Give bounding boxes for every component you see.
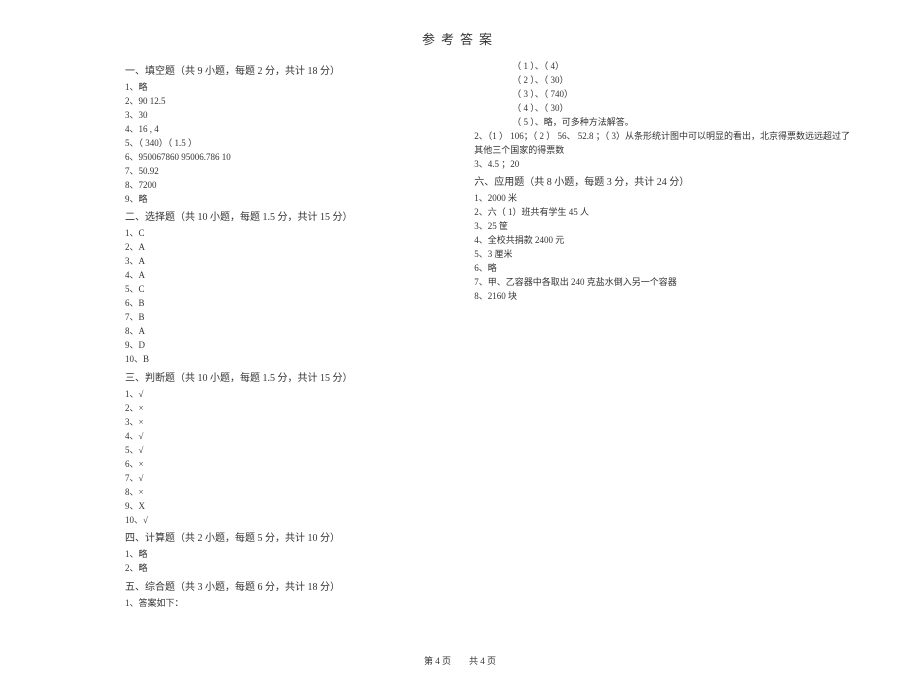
s5-item-2b: 其他三个国家的得票数 [474, 144, 850, 158]
left-column: 一、填空题（共 9 小题，每题 2 分，共计 18 分） 1、略 2、90 12… [125, 60, 434, 611]
s1-item: 3、30 [125, 109, 434, 123]
s6-item: 5、3 厘米 [474, 248, 850, 262]
s3-item: 6、× [125, 458, 434, 472]
s3-item: 2、× [125, 402, 434, 416]
s6-item: 7、甲、乙容器中各取出 240 克盐水倒入另一个容器 [474, 276, 850, 290]
s6-item: 2、六（ 1）班共有学生 45 人 [474, 206, 850, 220]
s6-item: 6、略 [474, 262, 850, 276]
s6-item: 3、25 筐 [474, 220, 850, 234]
s6-item: 8、2160 块 [474, 290, 850, 304]
s5-sub: （ 4 ）、（ 30） [512, 102, 850, 116]
s3-item: 4、√ [125, 430, 434, 444]
s1-item: 6、950067860 95006.786 10 [125, 151, 434, 165]
section-2-head: 二、选择题（共 10 小题，每题 1.5 分，共计 15 分） [125, 210, 434, 225]
s2-item: 3、A [125, 255, 434, 269]
s4-item: 1、略 [125, 548, 434, 562]
s6-item: 1、2000 米 [474, 192, 850, 206]
answer-key-page: 参考答案 一、填空题（共 9 小题，每题 2 分，共计 18 分） 1、略 2、… [0, 0, 920, 686]
s1-item: 9、略 [125, 193, 434, 207]
s5-sub: （ 2 ）、（ 30） [512, 74, 850, 88]
s1-item: 8、7200 [125, 179, 434, 193]
s3-item: 5、√ [125, 444, 434, 458]
s3-item: 9、X [125, 500, 434, 514]
s5-sub: （ 1 ）、（ 4） [512, 60, 850, 74]
s4-item: 2、略 [125, 562, 434, 576]
s3-item: 10、√ [125, 514, 434, 528]
s2-item: 7、B [125, 311, 434, 325]
s1-item: 2、90 12.5 [125, 95, 434, 109]
s1-item: 4、16 , 4 [125, 123, 434, 137]
s2-item: 1、C [125, 227, 434, 241]
s5-item-3: 3、4.5 ；20 [474, 158, 850, 172]
page-footer: 第 4 页 共 4 页 [0, 655, 920, 669]
s2-item: 10、B [125, 353, 434, 367]
right-column: （ 1 ）、（ 4） （ 2 ）、（ 30） （ 3 ）、（ 740） （ 4 … [474, 60, 850, 611]
s3-item: 1、√ [125, 388, 434, 402]
page-title: 参考答案 [70, 30, 850, 50]
s2-item: 4、A [125, 269, 434, 283]
s3-item: 3、× [125, 416, 434, 430]
s3-item: 7、√ [125, 472, 434, 486]
section-1-head: 一、填空题（共 9 小题，每题 2 分，共计 18 分） [125, 64, 434, 79]
s1-item: 7、50.92 [125, 165, 434, 179]
s2-item: 5、C [125, 283, 434, 297]
s3-item: 8、× [125, 486, 434, 500]
section-4-head: 四、计算题（共 2 小题，每题 5 分，共计 10 分） [125, 531, 434, 546]
s6-item: 4、全校共捐款 2400 元 [474, 234, 850, 248]
s5-item-1: 1、答案如下： [125, 597, 434, 611]
content-columns: 一、填空题（共 9 小题，每题 2 分，共计 18 分） 1、略 2、90 12… [125, 60, 850, 611]
s5-sub: （ 5 ）、略，可多种方法解答。 [512, 116, 850, 130]
s2-item: 9、D [125, 339, 434, 353]
section-5-head: 五、综合题（共 3 小题，每题 6 分，共计 18 分） [125, 580, 434, 595]
s5-item-2: 2、（1 ） 106；（ 2 ） 56、 52.8 ；（ 3）从条形统计图中可以… [474, 130, 850, 144]
s1-item: 5、（ 340）（ 1.5 ） [125, 137, 434, 151]
section-3-head: 三、判断题（共 10 小题，每题 1.5 分，共计 15 分） [125, 371, 434, 386]
section-6-head: 六、应用题（共 8 小题，每题 3 分，共计 24 分） [474, 175, 850, 190]
s2-item: 6、B [125, 297, 434, 311]
s2-item: 2、A [125, 241, 434, 255]
s1-item: 1、略 [125, 81, 434, 95]
s2-item: 8、A [125, 325, 434, 339]
s5-sub: （ 3 ）、（ 740） [512, 88, 850, 102]
